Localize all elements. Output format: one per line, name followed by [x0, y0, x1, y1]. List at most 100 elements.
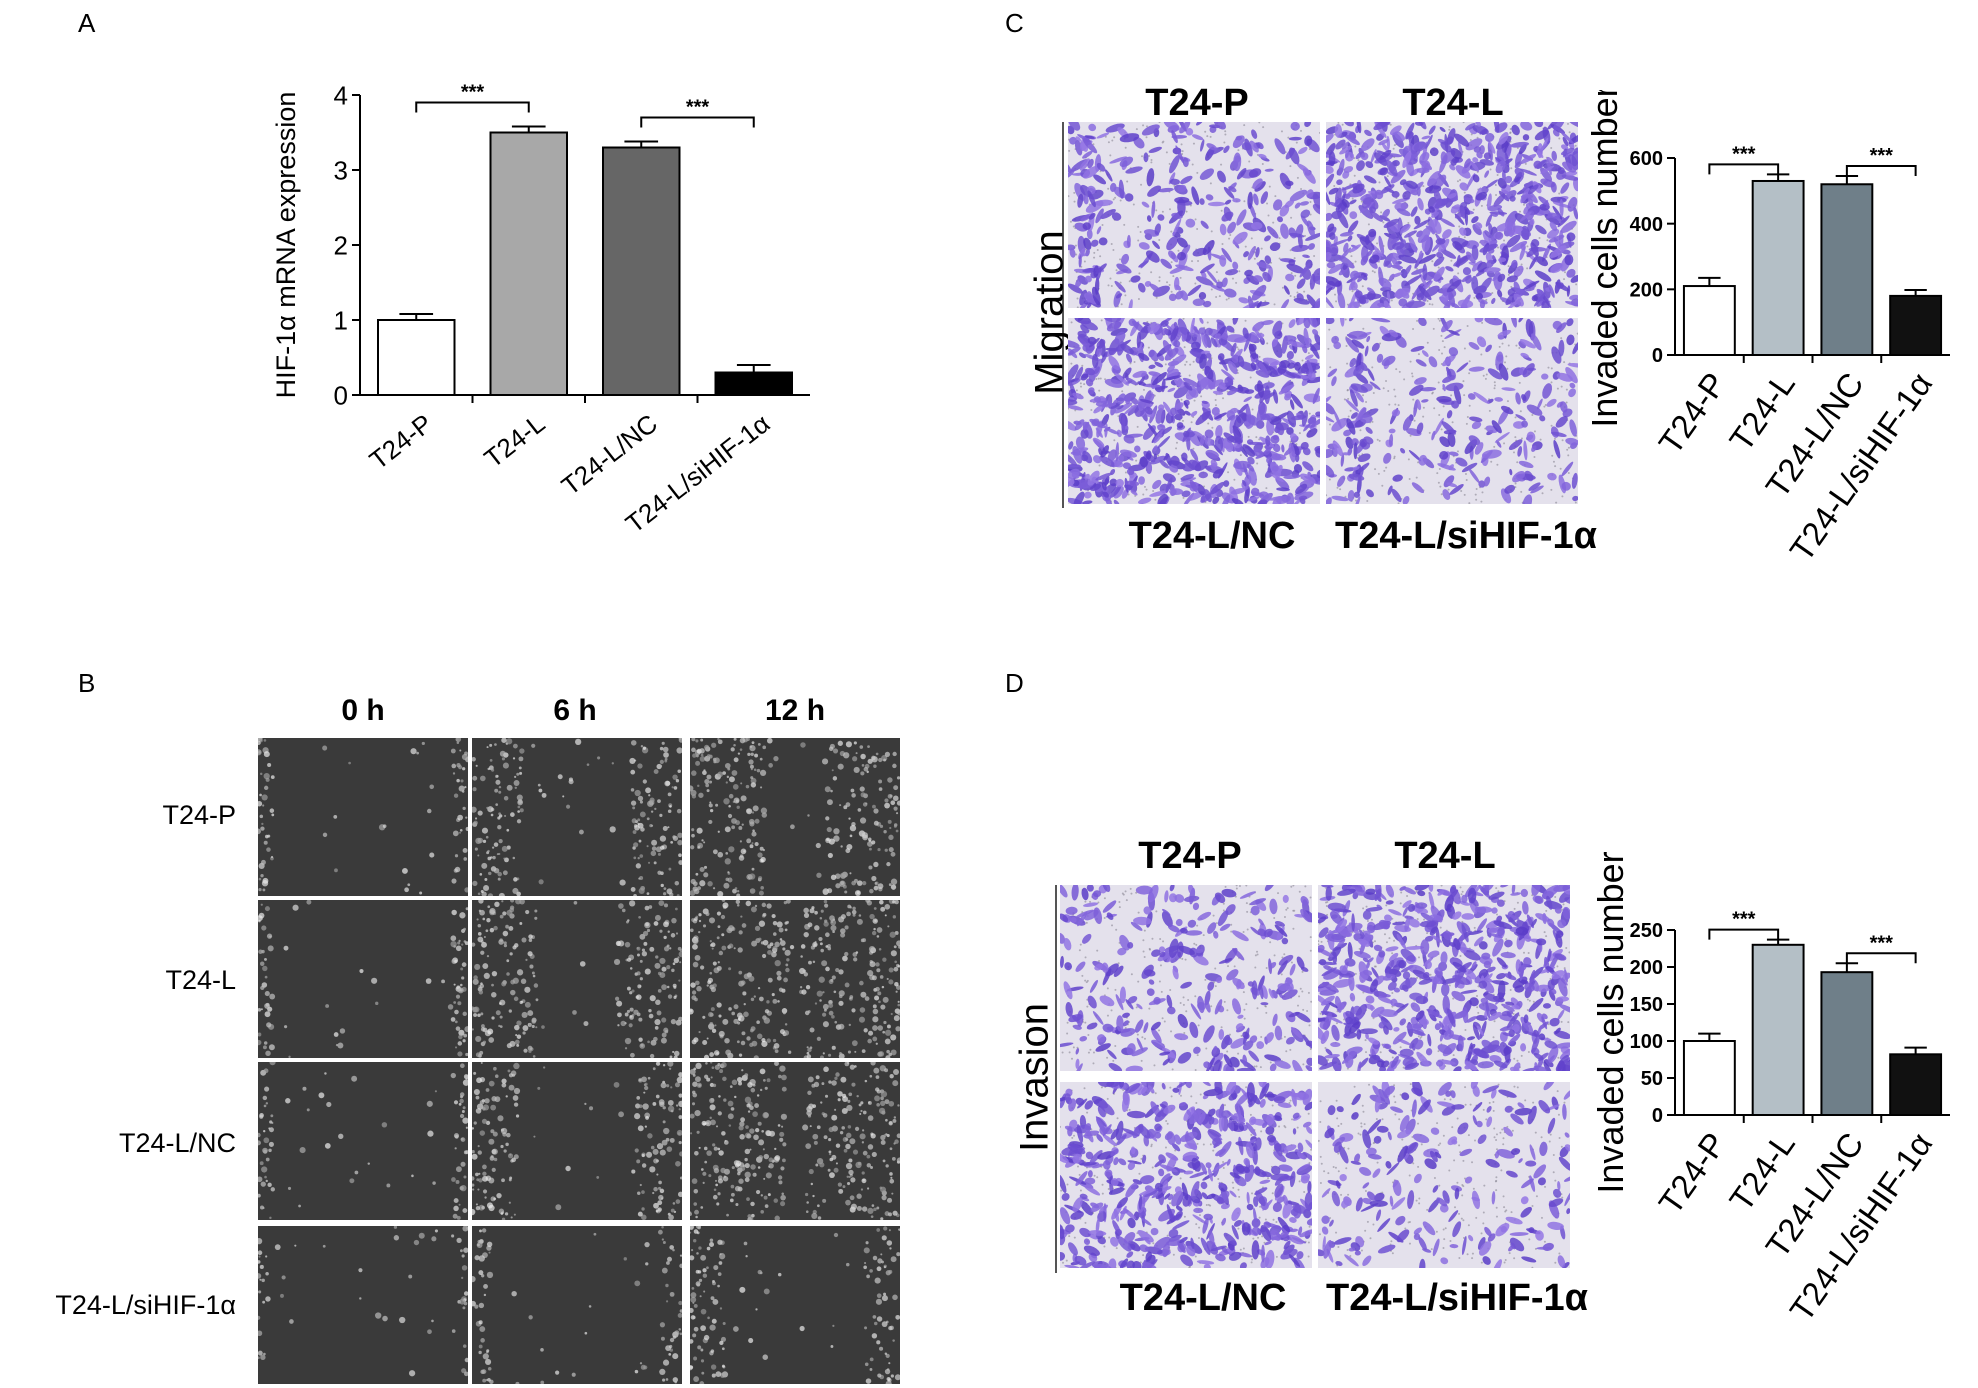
significance-bracket-1 [1845, 165, 1917, 177]
y-tick-label: 250 [1630, 920, 1663, 942]
y-axis-label: Invaded cells number [1585, 90, 1625, 428]
wound-image-r3-c1 [258, 1062, 468, 1220]
y-axis-label: Invaded cells number [1590, 851, 1631, 1193]
significance-bracket-1 [1845, 952, 1917, 964]
invasion-image-t24-p-texture [1060, 885, 1312, 1071]
bar-3 [714, 371, 793, 396]
d-top-label-t24-p: T24-P [1138, 835, 1242, 877]
migration-image-t24-l [1326, 122, 1578, 308]
bar-3 [1889, 1053, 1943, 1117]
y-tick-label: 4 [334, 80, 348, 110]
y-tick-label: 600 [1630, 148, 1663, 170]
bar-0 [377, 319, 456, 396]
c-bracket-line [1062, 122, 1064, 508]
d-bracket-line [1055, 885, 1057, 1273]
wound-image-r2-c3 [690, 900, 900, 1058]
invasion-image-t24-l-texture [1318, 885, 1570, 1071]
wound-image-r4-c1-texture [258, 1226, 468, 1377]
migration-image-t24-l-sihif [1326, 318, 1578, 504]
d-top-label-t24-l: T24-L [1394, 835, 1496, 877]
invasion-image-t24-l-nc-texture [1060, 1082, 1312, 1268]
wound-image-r1-c2 [472, 738, 682, 896]
time-label-12h: 12 h [764, 694, 826, 727]
y-tick-label: 2 [334, 230, 348, 260]
c-top-label-t24-l: T24-L [1402, 82, 1504, 124]
row-label-t24-p: T24-P [162, 800, 236, 830]
invasion-image-t24-p [1060, 885, 1312, 1071]
wound-image-r3-c2 [472, 1062, 682, 1220]
y-tick-label: 100 [1630, 1031, 1663, 1053]
invasion-image-t24-l-sihif [1318, 1082, 1570, 1268]
wound-image-r2-c2 [472, 900, 682, 1058]
bar-1 [1751, 943, 1805, 1116]
bar-3 [1889, 294, 1943, 356]
bar-1 [1751, 179, 1805, 356]
panel-a-bar-chart: 0 1 2 3 4 HIF-1α mRNA expression T24-P T24-L T24… [271, 80, 810, 539]
panel-letter-a: A [78, 8, 96, 38]
wound-image-r4-c3-texture [690, 1226, 900, 1384]
migration-image-t24-l-texture [1326, 122, 1578, 308]
y-tick-label: 200 [1630, 957, 1663, 979]
migration-image-t24-l-nc-texture [1068, 318, 1320, 504]
y-tick-label: 0 [1652, 345, 1663, 367]
significance-bracket-0 [1708, 928, 1780, 940]
row-label-t24-l-nc: T24-L/NC [118, 1128, 236, 1158]
wound-image-r3-c3 [690, 1062, 900, 1220]
category-label-2: T24-L/NC [556, 408, 663, 501]
migration-image-t24-p [1068, 122, 1320, 308]
wound-image-r2-c1 [258, 900, 468, 1058]
y-axis-label: HIF-1α mRNA expression [271, 92, 301, 399]
significance-label-1: *** [686, 97, 710, 119]
significance-bracket-0 [1708, 163, 1780, 175]
significance-label-0: *** [1732, 909, 1756, 931]
wound-image-r1-c1-texture [258, 738, 468, 895]
category-label-0: T24-P [1651, 366, 1733, 461]
wound-image-r4-c3 [690, 1226, 900, 1384]
category-label-0: T24-P [1651, 1126, 1733, 1221]
bar-1 [489, 131, 568, 396]
wound-image-r3-c1-texture [258, 1062, 468, 1220]
y-tick-label: 150 [1630, 994, 1663, 1016]
bar-2 [1820, 183, 1874, 357]
row-label-t24-l: T24-L [165, 965, 236, 995]
bar-2 [602, 146, 681, 396]
bar-2 [1820, 971, 1874, 1116]
time-label-0h: 0 h [341, 694, 385, 727]
d-bottom-label-nc: T24-L/NC [1119, 1277, 1287, 1319]
wound-image-r3-c3-texture [690, 1062, 900, 1220]
invasion-image-t24-l [1318, 885, 1570, 1071]
category-label-0: T24-P [364, 408, 438, 475]
panel-letter-b: B [78, 668, 96, 698]
invasion-image-t24-l-sihif-texture [1318, 1082, 1570, 1268]
c-bottom-label-nc: T24-L/NC [1128, 515, 1296, 557]
category-label-1: T24-L [478, 408, 550, 473]
y-tick-label: 0 [334, 380, 348, 410]
significance-bracket-0 [415, 101, 530, 113]
significance-label-1: *** [1870, 932, 1894, 954]
wound-image-r1-c1 [258, 738, 468, 896]
significance-label-0: *** [461, 82, 485, 104]
bar-0 [1682, 1040, 1736, 1116]
wound-image-r4-c2 [472, 1226, 682, 1384]
y-tick-label: 0 [1652, 1105, 1663, 1127]
d-bottom-label-sihif: T24-L/siHIF-1α [1326, 1277, 1588, 1319]
y-tick-label: 200 [1630, 280, 1663, 302]
panel-letter-c: C [1005, 8, 1024, 38]
wound-image-r1-c3-texture [690, 738, 900, 896]
c-bottom-label-sihif: T24-L/siHIF-1α [1335, 515, 1597, 557]
significance-label-1: *** [1870, 145, 1894, 167]
bar-0 [1682, 285, 1736, 356]
invasion-image-t24-l-nc [1060, 1082, 1312, 1268]
row-label-t24-l-sihif: T24-L/siHIF-1α [55, 1290, 236, 1320]
d-side-label: Invasion [1012, 1003, 1057, 1152]
wound-image-r2-c1-texture [258, 900, 468, 1058]
wound-image-r1-c3 [690, 738, 900, 896]
migration-image-t24-l-sihif-texture [1326, 318, 1578, 504]
wound-image-r2-c3-texture [690, 900, 900, 1058]
wound-image-r2-c2-texture [472, 900, 682, 1058]
wound-image-r3-c2-texture [472, 1062, 682, 1220]
y-tick-label: 1 [334, 305, 348, 335]
time-label-6h: 6 h [553, 694, 597, 727]
